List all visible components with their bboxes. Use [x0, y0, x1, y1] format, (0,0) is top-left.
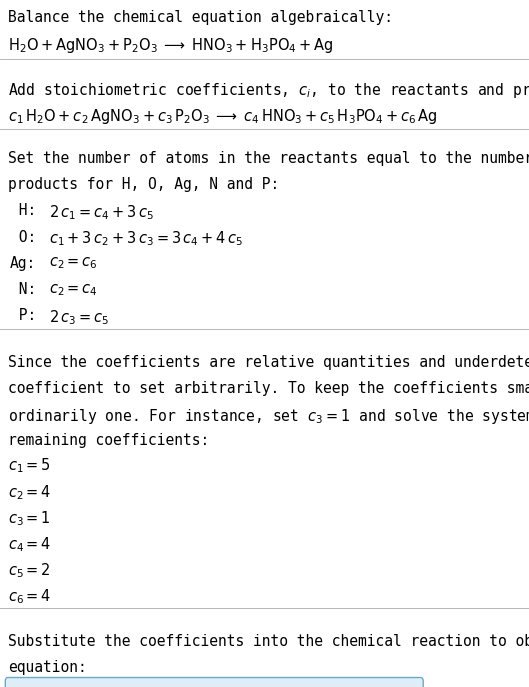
- Text: products for H, O, Ag, N and P:: products for H, O, Ag, N and P:: [8, 177, 279, 192]
- Text: H:: H:: [10, 203, 36, 218]
- Text: equation:: equation:: [8, 660, 87, 675]
- Text: Balance the chemical equation algebraically:: Balance the chemical equation algebraica…: [8, 10, 393, 25]
- Text: $c_2 = 4$: $c_2 = 4$: [8, 483, 51, 502]
- Text: $\mathrm{H_2O + AgNO_3 + P_2O_3 \;\longrightarrow\; HNO_3 + H_3PO_4 + Ag}$: $\mathrm{H_2O + AgNO_3 + P_2O_3 \;\longr…: [8, 36, 333, 56]
- Text: $c_1\,\mathrm{H_2O} + c_2\,\mathrm{AgNO_3} + c_3\,\mathrm{P_2O_3} \;\longrightar: $c_1\,\mathrm{H_2O} + c_2\,\mathrm{AgNO_…: [8, 107, 437, 126]
- Text: $c_2 = c_4$: $c_2 = c_4$: [49, 282, 98, 297]
- Text: $c_5 = 2$: $c_5 = 2$: [8, 561, 51, 580]
- Text: Add stoichiometric coefficients, $c_i$, to the reactants and products:: Add stoichiometric coefficients, $c_i$, …: [8, 81, 529, 100]
- Text: $c_4 = 4$: $c_4 = 4$: [8, 535, 51, 554]
- FancyBboxPatch shape: [5, 677, 423, 687]
- Text: Since the coefficients are relative quantities and underdetermined, choose a: Since the coefficients are relative quan…: [8, 355, 529, 370]
- Text: $c_6 = 4$: $c_6 = 4$: [8, 587, 51, 606]
- Text: Ag:: Ag:: [10, 256, 36, 271]
- Text: Substitute the coefficients into the chemical reaction to obtain the balanced: Substitute the coefficients into the che…: [8, 634, 529, 649]
- Text: $2\,c_1 = c_4 + 3\,c_5$: $2\,c_1 = c_4 + 3\,c_5$: [49, 203, 154, 222]
- Text: coefficient to set arbitrarily. To keep the coefficients small, the arbitrary va: coefficient to set arbitrarily. To keep …: [8, 381, 529, 396]
- Text: ordinarily one. For instance, set $c_3 = 1$ and solve the system of equations fo: ordinarily one. For instance, set $c_3 =…: [8, 407, 529, 426]
- Text: $c_1 + 3\,c_2 + 3\,c_3 = 3\,c_4 + 4\,c_5$: $c_1 + 3\,c_2 + 3\,c_3 = 3\,c_4 + 4\,c_5…: [49, 229, 243, 248]
- Text: $c_3 = 1$: $c_3 = 1$: [8, 509, 51, 528]
- Text: Set the number of atoms in the reactants equal to the number of atoms in the: Set the number of atoms in the reactants…: [8, 151, 529, 166]
- Text: $c_2 = c_6$: $c_2 = c_6$: [49, 256, 98, 271]
- Text: $c_1 = 5$: $c_1 = 5$: [8, 457, 51, 475]
- Text: remaining coefficients:: remaining coefficients:: [8, 433, 209, 448]
- Text: $2\,c_3 = c_5$: $2\,c_3 = c_5$: [49, 308, 110, 326]
- Text: O:: O:: [10, 229, 36, 245]
- Text: N:: N:: [10, 282, 36, 297]
- Text: P:: P:: [10, 308, 36, 323]
